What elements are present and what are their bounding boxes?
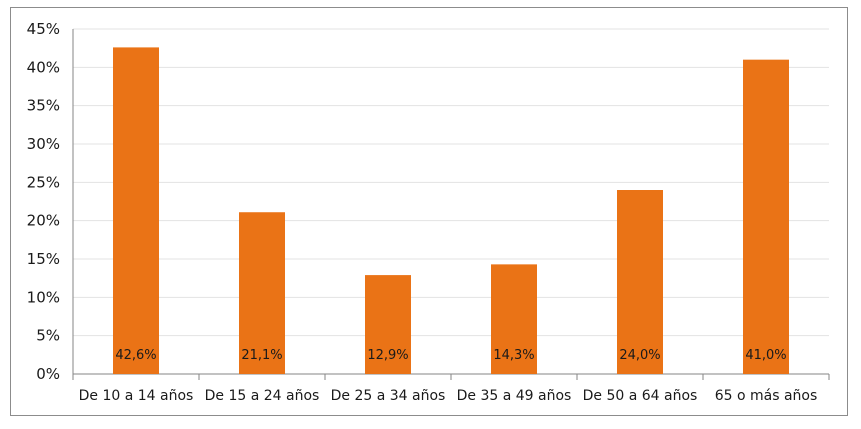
bar bbox=[239, 212, 285, 374]
data-label: 12,9% bbox=[367, 348, 408, 363]
x-tick-label: De 10 a 14 años bbox=[79, 388, 194, 404]
bar bbox=[491, 264, 537, 374]
y-tick-label: 20% bbox=[27, 212, 60, 230]
data-label: 42,6% bbox=[115, 348, 156, 363]
data-label: 24,0% bbox=[619, 348, 660, 363]
y-tick-label: 45% bbox=[27, 20, 60, 38]
x-tick-label: De 50 a 64 años bbox=[583, 388, 698, 404]
x-tick-label: De 35 a 49 años bbox=[457, 388, 572, 404]
y-tick-label: 25% bbox=[27, 173, 60, 191]
data-label: 41,0% bbox=[745, 348, 786, 363]
y-tick-label: 15% bbox=[27, 250, 60, 268]
y-tick-label: 40% bbox=[27, 58, 60, 76]
bar bbox=[365, 275, 411, 374]
bar bbox=[617, 190, 663, 374]
y-tick-label: 30% bbox=[27, 135, 60, 153]
x-tick-label: De 25 a 34 años bbox=[331, 388, 446, 404]
y-tick-label: 10% bbox=[27, 288, 60, 306]
data-label: 21,1% bbox=[241, 348, 282, 363]
y-tick-label: 35% bbox=[27, 97, 60, 115]
y-tick-label: 0% bbox=[36, 365, 60, 383]
data-label: 14,3% bbox=[493, 348, 534, 363]
x-tick-label: De 15 a 24 años bbox=[205, 388, 320, 404]
y-tick-label: 5% bbox=[36, 327, 60, 345]
bar bbox=[113, 47, 159, 375]
x-tick-label: 65 o más años bbox=[715, 388, 818, 404]
bar bbox=[743, 59, 789, 375]
